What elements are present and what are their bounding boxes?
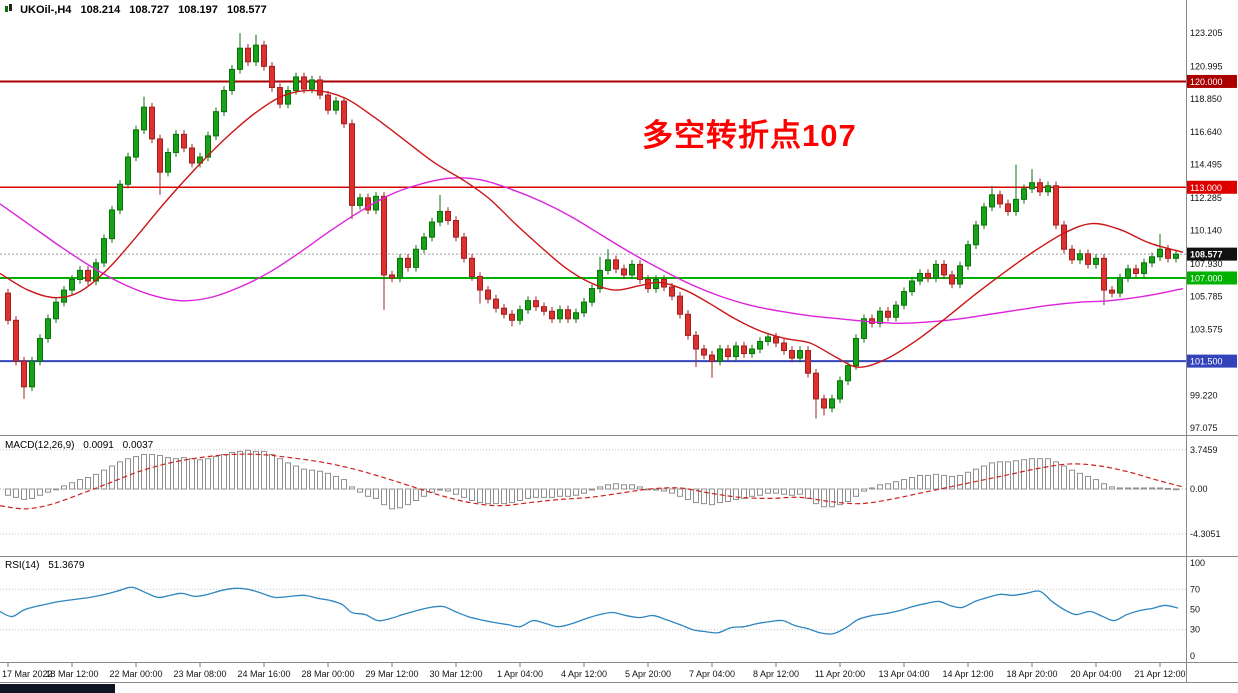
macd-indicator-label: MACD(12,26,9) 0.0091 0.0037 (5, 440, 153, 451)
svg-text:120.000: 120.000 (1190, 77, 1223, 87)
svg-text:120.995: 120.995 (1190, 61, 1223, 71)
svg-text:114.495: 114.495 (1190, 160, 1222, 170)
svg-text:0.00: 0.00 (1190, 484, 1208, 494)
svg-text:29 Mar 12:00: 29 Mar 12:00 (365, 669, 418, 679)
close-value: 108.577 (226, 4, 267, 16)
macd-name: MACD(12,26,9) (5, 440, 75, 451)
svg-text:3.7459: 3.7459 (1190, 445, 1218, 455)
rsi-value: 51.3679 (48, 560, 85, 571)
svg-text:20 Apr 04:00: 20 Apr 04:00 (1070, 669, 1121, 679)
symbol-name: UKOil-,H4 (20, 4, 72, 16)
svg-text:112.285: 112.285 (1190, 193, 1222, 203)
svg-text:23 Mar 08:00: 23 Mar 08:00 (173, 669, 226, 679)
svg-text:11 Apr 20:00: 11 Apr 20:00 (815, 669, 865, 679)
svg-text:21 Apr 12:00: 21 Apr 12:00 (1134, 669, 1185, 679)
rsi-indicator-label: RSI(14) 51.3679 (5, 560, 84, 571)
svg-text:97.075: 97.075 (1190, 423, 1218, 433)
svg-text:0: 0 (1190, 651, 1195, 661)
svg-text:100: 100 (1190, 558, 1205, 568)
rsi-line (0, 586, 1179, 635)
axis-badges: 120.000 113.000 107.000 101.500 108.577 (1187, 74, 1237, 368)
svg-text:8 Apr 12:00: 8 Apr 12:00 (753, 669, 799, 679)
ma-slow-line (0, 177, 1184, 325)
macd-axis-labels: 3.7459 0.00 -4.3051 (1190, 445, 1221, 539)
svg-text:103.575: 103.575 (1190, 325, 1223, 335)
high-value: 108.727 (129, 4, 170, 16)
svg-text:99.220: 99.220 (1190, 391, 1218, 401)
candlestick-chart-icon (4, 4, 13, 17)
svg-text:123.205: 123.205 (1190, 28, 1223, 38)
svg-text:110.140: 110.140 (1190, 226, 1222, 236)
svg-text:18 Mar 12:00: 18 Mar 12:00 (45, 669, 98, 679)
rsi-name: RSI(14) (5, 560, 40, 571)
svg-text:118.850: 118.850 (1190, 94, 1222, 104)
svg-text:105.785: 105.785 (1190, 291, 1223, 301)
horizontal-level-lines (0, 80, 1186, 363)
svg-text:1 Apr 04:00: 1 Apr 04:00 (497, 669, 543, 679)
svg-text:30: 30 (1190, 625, 1200, 635)
svg-text:17 Mar 2022: 17 Mar 2022 (2, 669, 53, 679)
svg-text:30 Mar 12:00: 30 Mar 12:00 (429, 669, 482, 679)
svg-text:101.500: 101.500 (1190, 357, 1223, 367)
svg-text:113.000: 113.000 (1190, 183, 1222, 193)
svg-text:18 Apr 20:00: 18 Apr 20:00 (1006, 669, 1057, 679)
svg-text:-4.3051: -4.3051 (1190, 529, 1221, 539)
macd-signal-value: 0.0037 (122, 440, 154, 451)
svg-text:107.000: 107.000 (1190, 273, 1223, 283)
low-value: 108.197 (178, 4, 218, 16)
svg-text:7 Apr 04:00: 7 Apr 04:00 (689, 669, 735, 679)
svg-text:14 Apr 12:00: 14 Apr 12:00 (942, 669, 993, 679)
svg-text:13 Apr 04:00: 13 Apr 04:00 (878, 669, 929, 679)
svg-text:5 Apr 20:00: 5 Apr 20:00 (625, 669, 671, 679)
price-axis-labels: 123.205 120.995 118.850 116.640 114.495 112.2… (1190, 28, 1223, 433)
macd-signal-line (0, 453, 1184, 510)
symbol-ohlc-readout: UKOil-,H4 108.214 108.727 108.197 108.57… (4, 4, 267, 17)
svg-text:24 Mar 16:00: 24 Mar 16:00 (237, 669, 290, 679)
macd-histogram (5, 449, 1179, 510)
svg-text:107.930: 107.930 (1190, 259, 1223, 269)
svg-text:50: 50 (1190, 605, 1200, 615)
taskbar-fragment (0, 684, 115, 693)
svg-text:22 Mar 00:00: 22 Mar 00:00 (109, 669, 162, 679)
svg-text:70: 70 (1190, 584, 1200, 594)
svg-text:4 Apr 12:00: 4 Apr 12:00 (561, 669, 607, 679)
chart-annotation-text: 多空转折点107 (642, 118, 857, 153)
open-value: 108.214 (80, 4, 121, 16)
macd-main-value: 0.0091 (83, 440, 114, 451)
ma-fast-line (0, 89, 1184, 368)
rsi-axis-labels: 100 70 50 30 0 (1190, 558, 1205, 661)
svg-text:28 Mar 00:00: 28 Mar 00:00 (301, 669, 354, 679)
svg-text:116.640: 116.640 (1190, 127, 1222, 137)
svg-text:108.577: 108.577 (1190, 250, 1223, 260)
